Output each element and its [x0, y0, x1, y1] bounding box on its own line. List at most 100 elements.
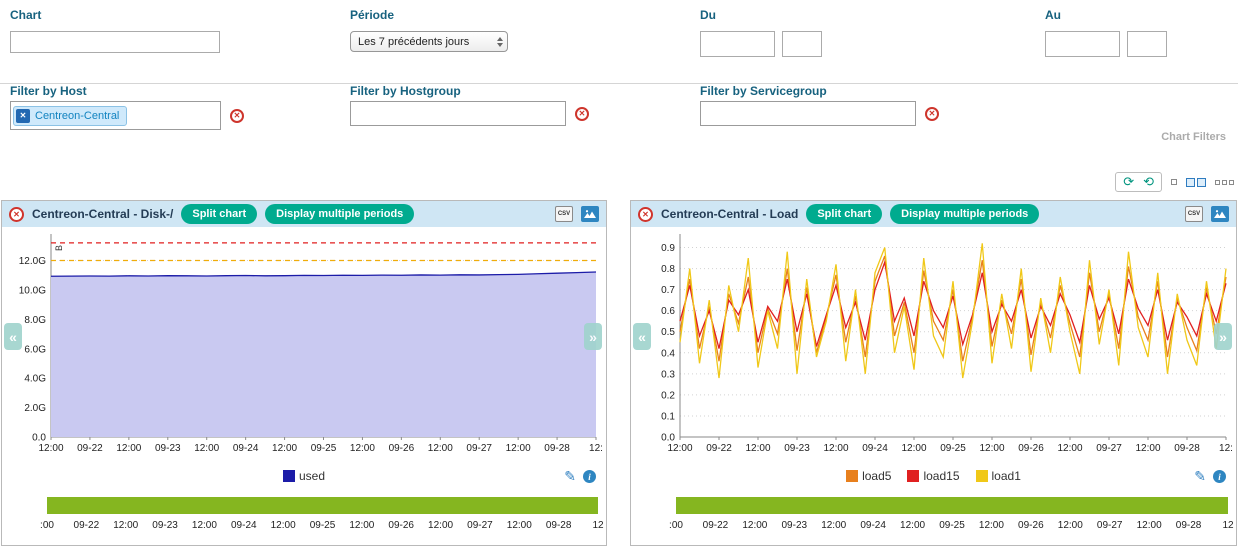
svg-text:09-23: 09-23	[784, 443, 810, 454]
svg-text:12:00: 12:00	[428, 443, 453, 454]
load-chart: 0.0 0.1 0.2 0.3 0.4 0.5 0.6 0.7 0.8 0.9 12:00 09-22…	[661, 234, 1233, 454]
clear-host-filter-icon[interactable]: ✕	[230, 108, 244, 123]
svg-text:12:00: 12:00	[506, 443, 531, 454]
refresh-icon[interactable]: ⟳	[1123, 174, 1135, 189]
availability-timeline[interactable]	[676, 497, 1228, 514]
svg-text:0.0: 0.0	[32, 433, 46, 444]
periode-field: Période Les 7 précédents jours	[350, 8, 508, 52]
svg-text:12:00: 12:00	[116, 443, 141, 454]
svg-text:09-24: 09-24	[862, 443, 888, 454]
panel-header: ✕ Centreon-Central - Disk-/ Split chart …	[2, 201, 606, 227]
timeline-tick-label: :00	[40, 520, 54, 531]
svg-text:12:00: 12:00	[667, 443, 692, 454]
svg-text:09-24: 09-24	[233, 443, 259, 454]
host-filter-box[interactable]: ✕ Centreon-Central	[10, 101, 221, 130]
svg-text:12:00: 12:00	[350, 443, 375, 454]
panel-header: ✕ Centreon-Central - Load Split chart Di…	[631, 201, 1236, 227]
timeline-tick-label: 12:00	[349, 520, 375, 531]
du-field: Du	[700, 8, 822, 57]
legend-swatch-icon	[282, 470, 295, 482]
view-toolbar: ⟳ ⟲	[1115, 172, 1234, 192]
du-time-input[interactable]	[782, 31, 822, 57]
export-csv-icon[interactable]: CSV	[1185, 206, 1203, 222]
scroll-left-icon[interactable]: «	[633, 323, 651, 350]
timeline-tick-label: :00	[669, 520, 683, 531]
svg-text:12:: 12:	[1219, 443, 1233, 454]
svg-text:0.1: 0.1	[661, 411, 675, 422]
clear-servicegroup-filter-icon[interactable]: ✕	[925, 106, 939, 121]
svg-text:09-22: 09-22	[77, 443, 103, 454]
legend-swatch-icon	[907, 470, 920, 482]
chart-filter-label: Chart	[10, 8, 42, 22]
remove-chart-icon[interactable]: ✕	[638, 206, 653, 222]
scroll-left-icon[interactable]: «	[4, 323, 22, 350]
timeline-tick-label: 12:00	[900, 520, 926, 531]
svg-text:09-26: 09-26	[1018, 443, 1044, 454]
timeline-tick-label: 12:00	[1057, 520, 1083, 531]
periode-label: Période	[350, 8, 395, 22]
refresh-controls: ⟳ ⟲	[1115, 172, 1162, 192]
export-csv-icon[interactable]: CSV	[555, 206, 573, 222]
split-chart-button[interactable]: Split chart	[181, 204, 258, 224]
svg-text:0.0: 0.0	[661, 433, 675, 444]
chart-filter-input[interactable]	[10, 31, 220, 53]
svg-text:09-27: 09-27	[1096, 443, 1122, 454]
svg-text:0.5: 0.5	[661, 327, 675, 338]
periode-select[interactable]: Les 7 précédents jours	[350, 31, 508, 52]
remove-chart-icon[interactable]: ✕	[9, 206, 24, 222]
chart-legend: used	[282, 469, 325, 483]
svg-text:09-22: 09-22	[706, 443, 732, 454]
host-chip[interactable]: ✕ Centreon-Central	[13, 105, 128, 126]
svg-text:12:00: 12:00	[901, 443, 926, 454]
svg-text:4.0G: 4.0G	[24, 374, 46, 385]
export-image-icon[interactable]	[1211, 206, 1229, 222]
svg-text:0.7: 0.7	[661, 285, 675, 296]
info-icon[interactable]: i	[1213, 470, 1226, 483]
legend-swatch-icon	[975, 470, 988, 482]
svg-text:6.0G: 6.0G	[24, 344, 46, 355]
edit-icon[interactable]: ✎	[564, 468, 576, 484]
chart-title: Centreon-Central - Disk-/	[32, 207, 174, 221]
legend-item: load15	[907, 469, 960, 483]
timeline-tick-label: 09-27	[1096, 520, 1123, 531]
timeline-tick-label: 12:00	[821, 520, 847, 531]
svg-text:8.0G: 8.0G	[24, 315, 46, 326]
timeline-axis: :00 09-22 12:00 09-23 12:00 09-24 12:00 09-25 12…	[40, 520, 604, 534]
au-date-input[interactable]	[1045, 31, 1120, 57]
edit-icon[interactable]: ✎	[1194, 468, 1206, 484]
svg-text:10.0G: 10.0G	[19, 285, 46, 296]
svg-text:0.8: 0.8	[661, 264, 675, 275]
du-date-input[interactable]	[700, 31, 775, 57]
three-column-view-icon[interactable]	[1215, 179, 1234, 185]
svg-text:12:00: 12:00	[194, 443, 219, 454]
availability-timeline[interactable]	[47, 497, 598, 514]
legend-row: load5 load15 load1 ✎ i	[631, 466, 1236, 486]
svg-text:12:00: 12:00	[272, 443, 297, 454]
timeline-axis: :00 09-22 12:00 09-23 12:00 09-24 12:00 09-25 12…	[669, 520, 1234, 534]
info-icon[interactable]: i	[583, 470, 596, 483]
two-column-view-icon[interactable]	[1186, 177, 1206, 187]
hostgroup-filter-input[interactable]	[350, 101, 566, 126]
disk-chart-panel: ✕ Centreon-Central - Disk-/ Split chart …	[1, 200, 607, 546]
timeline-tick-label: 12:00	[270, 520, 296, 531]
display-multiple-periods-button[interactable]: Display multiple periods	[890, 204, 1040, 224]
timeline-tick-label: 12:00	[978, 520, 1004, 531]
export-image-icon[interactable]	[581, 206, 599, 222]
au-time-input[interactable]	[1127, 31, 1167, 57]
legend-item: load5	[846, 469, 891, 483]
timeline-tick-label: 09-26	[388, 520, 414, 531]
one-column-view-icon[interactable]	[1171, 179, 1177, 185]
chip-remove-icon[interactable]: ✕	[16, 108, 30, 123]
svg-text:12:00: 12:00	[38, 443, 63, 454]
scroll-right-icon[interactable]: »	[584, 323, 602, 350]
scroll-right-icon[interactable]: »	[1214, 323, 1232, 350]
timeline-tick-label: 12:00	[1136, 520, 1162, 531]
svg-text:B: B	[54, 245, 64, 251]
servicegroup-filter-input[interactable]	[700, 101, 916, 126]
auto-refresh-icon[interactable]: ⟲	[1143, 174, 1154, 189]
split-chart-button[interactable]: Split chart	[806, 204, 883, 224]
clear-hostgroup-filter-icon[interactable]: ✕	[575, 106, 589, 121]
filter-by-host-label: Filter by Host	[10, 84, 87, 98]
display-multiple-periods-button[interactable]: Display multiple periods	[265, 204, 415, 224]
au-label: Au	[1045, 8, 1061, 22]
